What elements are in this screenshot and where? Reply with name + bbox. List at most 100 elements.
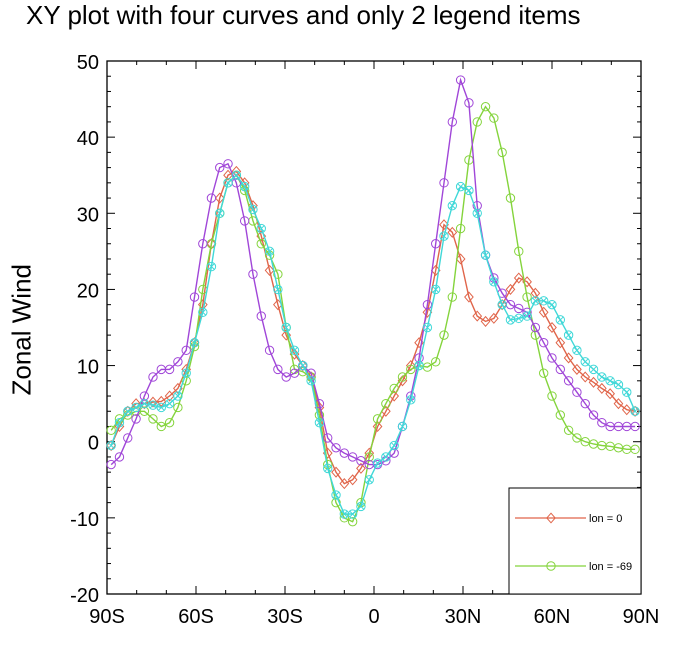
legend-marker <box>546 512 556 524</box>
data-point <box>106 459 116 470</box>
data-point <box>547 321 557 334</box>
data-point <box>472 117 482 127</box>
data-point <box>198 239 208 249</box>
marker-ring <box>439 231 449 241</box>
data-point <box>580 398 590 409</box>
marker-ring <box>414 360 424 371</box>
data-point <box>431 239 441 249</box>
data-point <box>264 246 275 257</box>
data-point <box>156 402 166 413</box>
marker-ring <box>164 398 175 409</box>
marker-cross <box>382 453 390 461</box>
data-point <box>156 421 166 432</box>
marker-ring <box>289 345 300 356</box>
marker-cross <box>299 362 307 369</box>
data-point <box>323 463 333 474</box>
data-point <box>514 246 524 257</box>
data-point <box>347 516 358 527</box>
data-point <box>447 117 458 127</box>
data-point <box>231 170 242 180</box>
data-point <box>148 396 158 408</box>
marker-ring <box>389 440 399 451</box>
marker-cross <box>257 225 265 232</box>
data-point <box>514 303 524 314</box>
data-point <box>273 364 283 375</box>
data-point <box>223 169 233 181</box>
data-point <box>547 391 557 401</box>
marker-cross <box>116 419 123 426</box>
marker-ring <box>630 406 640 416</box>
data-point <box>189 292 200 302</box>
y-tick-label: 20 <box>77 280 99 302</box>
data-point <box>405 360 416 372</box>
marker-cross <box>132 404 140 411</box>
data-point <box>139 406 150 416</box>
data-point <box>164 417 175 428</box>
data-point <box>522 311 532 321</box>
data-point <box>414 353 424 363</box>
data-point <box>422 306 433 318</box>
y-tick-label: -10 <box>70 509 99 531</box>
marker-cross <box>208 263 215 270</box>
data-point <box>273 284 283 295</box>
data-point <box>406 395 416 405</box>
data-point <box>181 376 191 386</box>
data-point <box>455 253 466 265</box>
marker-cross <box>482 251 489 259</box>
data-point <box>630 406 640 416</box>
data-point <box>572 363 582 375</box>
data-point <box>447 292 458 302</box>
marker-cross <box>374 459 381 467</box>
marker-ring <box>538 296 549 306</box>
y-tick-label: -20 <box>70 585 99 607</box>
data-point <box>372 420 383 433</box>
data-point <box>580 357 590 367</box>
data-point <box>206 193 217 203</box>
data-point <box>505 193 516 203</box>
marker-ring <box>464 185 474 196</box>
data-point <box>339 448 350 458</box>
marker-ring <box>572 345 582 356</box>
marker-cross <box>157 404 165 411</box>
data-point <box>497 299 508 311</box>
data-point <box>372 458 383 468</box>
marker-cross <box>540 297 547 305</box>
marker-cross <box>498 301 506 308</box>
marker-cross <box>216 209 224 217</box>
marker-cross <box>332 491 340 499</box>
data-point <box>439 178 449 188</box>
marker-ring <box>563 330 574 340</box>
data-point <box>297 360 308 372</box>
data-point <box>298 360 308 371</box>
marker-ring <box>256 223 266 234</box>
marker-cross <box>307 377 315 385</box>
data-point <box>538 296 549 306</box>
marker-ring <box>472 208 482 218</box>
marker-ring <box>206 261 217 272</box>
data-point <box>214 192 225 204</box>
marker-ring <box>331 490 341 500</box>
marker-cross <box>316 419 323 426</box>
data-point <box>605 376 615 386</box>
data-point <box>447 226 458 238</box>
data-point <box>472 200 482 211</box>
marker-cross <box>166 400 173 407</box>
marker-cross <box>341 510 348 518</box>
data-point <box>439 219 449 231</box>
data-point <box>455 75 466 85</box>
marker-ring <box>397 421 408 432</box>
chart-title: XY plot with four curves and only 2 lege… <box>26 0 581 30</box>
data-point <box>572 387 582 397</box>
data-point <box>538 338 549 348</box>
y-tick-label: 0 <box>88 433 99 455</box>
marker-cross <box>532 297 539 305</box>
data-point <box>131 402 141 413</box>
marker-ring <box>231 170 242 180</box>
data-point <box>497 147 507 158</box>
x-tick-label: 30N <box>445 606 482 628</box>
data-point <box>331 443 341 453</box>
data-point <box>215 208 225 218</box>
marker-ring <box>356 501 366 512</box>
marker-cross <box>598 373 606 381</box>
data-point <box>630 405 640 417</box>
